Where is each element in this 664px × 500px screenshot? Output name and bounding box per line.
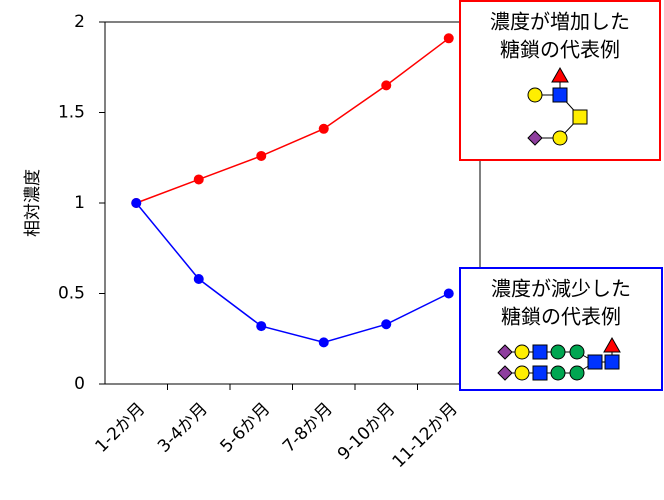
- glycan-circle: [550, 344, 566, 360]
- y-tick-label: 2: [74, 12, 85, 32]
- glycan-circle: [514, 365, 530, 381]
- series-line: [135, 37, 450, 204]
- glycan-diamond: [497, 344, 513, 360]
- glycan-circle: [514, 344, 530, 360]
- data-point: [318, 337, 329, 348]
- x-tick-label: 7-8か月: [279, 399, 337, 457]
- x-tick-label: 1-2か月: [91, 399, 149, 457]
- data-point: [443, 288, 454, 299]
- glycan-triangle: [603, 336, 621, 353]
- x-tick-label: 9-10か月: [334, 399, 399, 464]
- data-point: [193, 274, 204, 285]
- glycan-circle: [527, 87, 543, 103]
- glycan-icon: [497, 66, 621, 381]
- annotation-text: 糖鎖の代表例: [501, 305, 621, 329]
- data-point: [318, 123, 329, 134]
- annotation-text: 濃度が増加した: [490, 10, 630, 34]
- annotation-text: 濃度が減少した: [491, 277, 631, 301]
- glycan-diamond: [527, 130, 543, 146]
- y-tick-label: 1: [74, 193, 85, 213]
- y-tick-label: 0.5: [58, 284, 85, 304]
- glycan-circle: [550, 365, 566, 381]
- x-tick-label: 5-6か月: [216, 399, 274, 457]
- glycan-triangle: [551, 66, 569, 83]
- x-tick-label: 3-4か月: [154, 399, 212, 457]
- annotation-text: 糖鎖の代表例: [500, 38, 620, 62]
- glycan-square: [532, 344, 548, 360]
- glycan-square: [604, 354, 620, 370]
- glycan-diamond: [497, 365, 513, 381]
- data-point: [381, 80, 392, 91]
- x-tick-label: 11-12か月: [389, 399, 462, 472]
- data-point: [381, 319, 392, 330]
- series-line: [135, 202, 450, 344]
- glycan-square: [572, 109, 588, 125]
- y-tick-label: 0: [74, 374, 85, 394]
- y-axis-label: 相対濃度: [23, 169, 43, 237]
- data-point: [193, 174, 204, 185]
- y-tick-label: 1.5: [58, 103, 85, 123]
- glycan-square: [532, 365, 548, 381]
- glycan-circle: [569, 344, 585, 360]
- glycan-square: [587, 354, 603, 370]
- glycan-circle: [552, 130, 568, 146]
- glycan-circle: [569, 365, 585, 381]
- data-point: [443, 33, 454, 44]
- data-point: [256, 150, 267, 161]
- data-point: [256, 321, 267, 332]
- data-point: [131, 198, 142, 208]
- glycan-square: [552, 87, 568, 103]
